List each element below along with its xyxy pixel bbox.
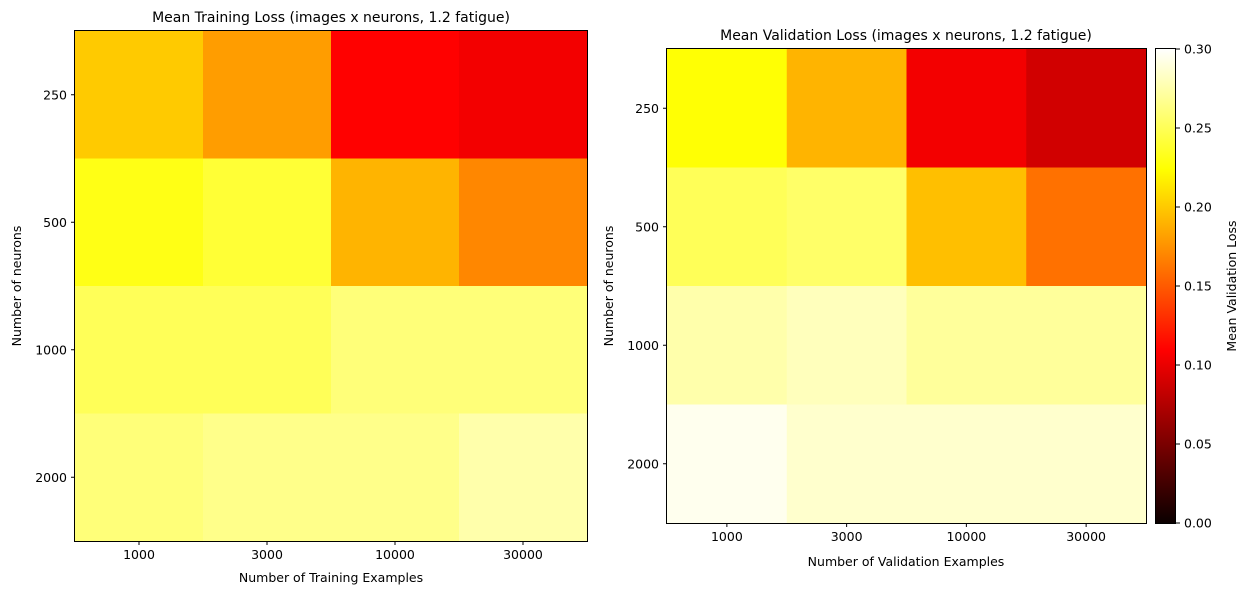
validation-loss-heatmap: Mean Validation Loss (images x neurons, … bbox=[601, 28, 1147, 569]
heatmap-cell bbox=[459, 286, 588, 414]
x-tick-label: 1000 bbox=[123, 547, 155, 562]
training-loss-heatmap: Mean Training Loss (images x neurons, 1.… bbox=[9, 10, 588, 585]
y-tick-label: 2000 bbox=[35, 470, 67, 485]
colorbar-tick-label: 0.20 bbox=[1184, 200, 1212, 215]
heatmap-cell bbox=[667, 286, 788, 405]
heatmap-cell bbox=[203, 413, 332, 542]
x-tick-label: 30000 bbox=[503, 547, 543, 562]
training-x-ticks: 1000 3000 10000 30000 bbox=[123, 541, 543, 562]
heatmap-cell bbox=[1026, 404, 1147, 524]
heatmap-cell bbox=[203, 31, 332, 159]
heatmap-cell bbox=[1026, 167, 1147, 287]
validation-chart-title: Mean Validation Loss (images x neurons, … bbox=[720, 28, 1092, 44]
heatmap-cell bbox=[75, 413, 204, 542]
x-tick-label: 3000 bbox=[831, 529, 863, 544]
heatmap-cell bbox=[331, 31, 460, 159]
training-y-axis-label: Number of neurons bbox=[9, 226, 24, 347]
colorbar-tick-label: 0.05 bbox=[1184, 437, 1212, 452]
heatmap-cell bbox=[1026, 49, 1147, 168]
heatmap-cell bbox=[459, 413, 588, 542]
training-cells bbox=[75, 31, 588, 542]
validation-y-ticks: 250 500 1000 2000 bbox=[627, 101, 667, 471]
heatmap-cell bbox=[331, 413, 460, 542]
colorbar-gradient bbox=[1155, 48, 1176, 524]
heatmap-cell bbox=[906, 49, 1027, 168]
heatmap-cell bbox=[786, 49, 907, 168]
y-tick-label: 1000 bbox=[627, 338, 659, 353]
heatmap-cell bbox=[906, 286, 1027, 405]
heatmap-cell bbox=[786, 167, 907, 287]
colorbar-tick-label: 0.25 bbox=[1184, 121, 1212, 136]
heatmap-cell bbox=[1026, 286, 1147, 405]
heatmap-cell bbox=[667, 404, 788, 524]
heatmap-cell bbox=[203, 158, 332, 287]
colorbar-label: Mean Validation Loss bbox=[1224, 220, 1239, 351]
colorbar-tick-label: 0.10 bbox=[1184, 358, 1212, 373]
x-tick-label: 3000 bbox=[251, 547, 283, 562]
validation-y-axis-label: Number of neurons bbox=[601, 226, 616, 347]
validation-cells bbox=[667, 49, 1147, 524]
colorbar-tick-label: 0.00 bbox=[1184, 516, 1212, 531]
colorbar-ticks: 0.00 0.05 0.10 0.15 0.20 0.25 0.30 bbox=[1176, 42, 1212, 531]
validation-x-axis-label: Number of Validation Examples bbox=[808, 554, 1005, 569]
heatmap-cell bbox=[906, 167, 1027, 287]
y-tick-label: 1000 bbox=[35, 342, 67, 357]
x-tick-label: 10000 bbox=[375, 547, 415, 562]
x-tick-label: 30000 bbox=[1066, 529, 1106, 544]
colorbar-tick-label: 0.15 bbox=[1184, 279, 1212, 294]
y-tick-label: 500 bbox=[635, 219, 659, 234]
heatmap-cell bbox=[75, 31, 204, 159]
training-x-axis-label: Number of Training Examples bbox=[239, 570, 423, 585]
heatmap-cell bbox=[906, 404, 1027, 524]
colorbar-tick-label: 0.30 bbox=[1184, 42, 1212, 57]
heatmap-cell bbox=[667, 167, 788, 287]
y-tick-label: 500 bbox=[43, 215, 67, 230]
validation-x-ticks: 1000 3000 10000 30000 bbox=[711, 523, 1106, 544]
heatmap-cell bbox=[75, 158, 204, 287]
heatmap-cell bbox=[786, 286, 907, 405]
validation-plot-frame bbox=[666, 48, 1147, 524]
x-tick-label: 1000 bbox=[711, 529, 743, 544]
heatmap-cell bbox=[459, 158, 588, 287]
x-tick-label: 10000 bbox=[946, 529, 986, 544]
heatmap-cell bbox=[331, 158, 460, 287]
training-chart-title: Mean Training Loss (images x neurons, 1.… bbox=[152, 10, 510, 26]
heatmap-cell bbox=[786, 404, 907, 524]
training-plot-frame bbox=[74, 30, 588, 542]
colorbar: 0.00 0.05 0.10 0.15 0.20 0.25 0.30 Mean Valida… bbox=[1155, 42, 1239, 531]
heatmap-cell bbox=[331, 286, 460, 414]
training-y-ticks: 250 500 1000 2000 bbox=[35, 87, 75, 485]
heatmap-cell bbox=[667, 49, 788, 168]
y-tick-label: 250 bbox=[43, 87, 67, 102]
heatmap-cell bbox=[75, 286, 204, 414]
heatmap-cell bbox=[459, 31, 588, 159]
y-tick-label: 250 bbox=[635, 101, 659, 116]
y-tick-label: 2000 bbox=[627, 456, 659, 471]
heatmap-cell bbox=[203, 286, 332, 414]
